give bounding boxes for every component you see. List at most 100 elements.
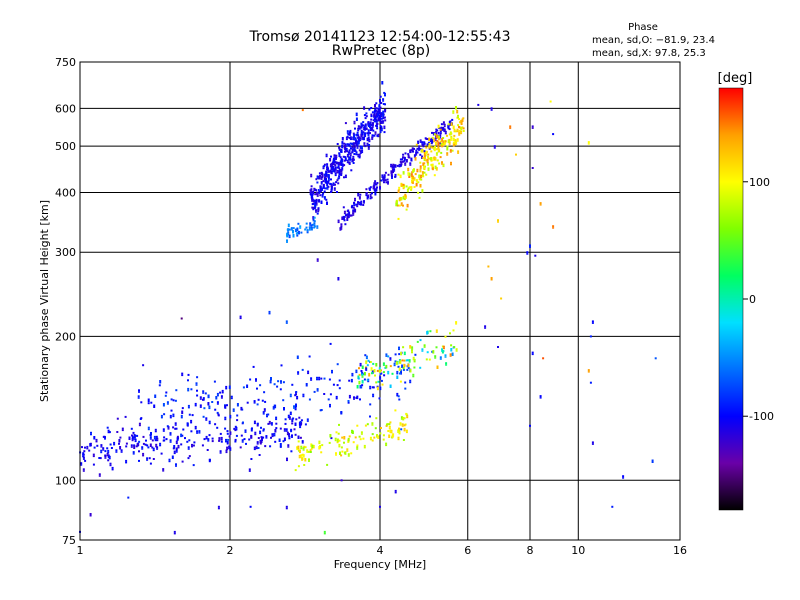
data-point xyxy=(317,210,320,213)
data-point xyxy=(353,146,356,149)
data-point xyxy=(225,438,227,441)
data-point xyxy=(142,442,145,445)
data-point xyxy=(106,447,109,450)
data-point xyxy=(315,211,317,213)
data-point xyxy=(379,129,382,132)
data-point xyxy=(116,431,119,433)
data-point xyxy=(391,165,394,167)
data-point xyxy=(220,436,223,439)
data-point xyxy=(445,362,448,365)
data-point xyxy=(429,330,432,333)
data-point xyxy=(415,149,418,152)
data-point xyxy=(435,134,438,137)
data-point xyxy=(373,184,376,186)
data-point xyxy=(121,429,124,432)
data-point xyxy=(452,112,455,114)
data-point xyxy=(340,411,343,413)
data-point xyxy=(367,132,370,135)
data-point xyxy=(282,381,285,384)
data-point xyxy=(224,407,227,409)
data-point xyxy=(208,460,211,463)
data-point xyxy=(315,209,317,212)
data-point xyxy=(497,219,499,222)
data-point xyxy=(309,222,312,225)
data-point xyxy=(449,332,451,335)
data-point xyxy=(266,415,268,418)
data-point xyxy=(338,163,341,166)
data-point xyxy=(211,401,214,403)
data-point xyxy=(383,125,386,128)
data-point xyxy=(354,127,356,130)
data-point xyxy=(397,431,400,433)
data-point xyxy=(423,141,426,144)
data-point xyxy=(429,138,432,141)
data-point xyxy=(363,374,366,376)
data-point xyxy=(259,432,262,435)
data-point xyxy=(338,443,341,446)
data-point xyxy=(400,371,402,374)
data-point xyxy=(352,212,355,215)
data-point xyxy=(367,146,370,149)
data-point xyxy=(400,428,403,431)
data-point xyxy=(203,407,206,410)
data-point xyxy=(423,143,426,145)
data-point xyxy=(357,136,360,139)
data-point xyxy=(357,129,360,132)
data-point xyxy=(376,186,378,189)
data-point xyxy=(448,143,451,145)
data-point xyxy=(340,226,343,229)
data-point xyxy=(403,424,406,427)
data-point xyxy=(371,422,374,425)
data-point xyxy=(294,230,297,233)
data-point xyxy=(327,180,330,183)
data-point xyxy=(339,451,341,454)
data-point xyxy=(328,378,331,381)
data-point xyxy=(373,110,376,113)
data-point xyxy=(150,432,152,434)
data-point xyxy=(419,161,422,164)
data-point xyxy=(399,158,402,161)
data-point xyxy=(295,391,298,393)
data-point xyxy=(409,381,412,384)
data-point xyxy=(423,150,426,153)
data-point xyxy=(266,413,268,416)
data-point xyxy=(346,145,349,147)
data-point xyxy=(258,454,261,456)
data-point xyxy=(199,396,202,399)
data-point xyxy=(361,373,364,376)
data-point xyxy=(355,140,357,143)
data-point xyxy=(175,451,178,453)
data-point xyxy=(358,153,361,156)
data-point xyxy=(363,108,366,110)
data-point xyxy=(84,446,86,449)
data-point xyxy=(193,441,196,444)
data-point xyxy=(452,125,455,128)
data-point xyxy=(447,125,450,128)
data-point xyxy=(230,395,233,398)
data-point xyxy=(423,157,426,159)
data-point xyxy=(283,430,286,432)
data-point xyxy=(346,153,349,156)
data-point xyxy=(348,136,351,139)
data-point xyxy=(382,364,385,366)
data-point xyxy=(398,369,401,371)
data-point xyxy=(173,452,176,455)
data-point xyxy=(316,376,318,379)
data-point xyxy=(394,360,397,363)
data-point xyxy=(403,351,406,354)
data-point xyxy=(81,446,83,449)
data-point xyxy=(82,456,85,459)
data-point xyxy=(225,451,228,454)
data-point xyxy=(435,132,438,135)
data-point xyxy=(398,367,401,370)
data-point xyxy=(399,174,402,177)
data-point xyxy=(426,331,429,334)
data-point xyxy=(312,191,315,193)
data-point xyxy=(407,172,410,175)
data-point xyxy=(457,150,460,153)
data-point xyxy=(350,169,353,172)
data-point xyxy=(360,135,363,137)
data-point xyxy=(438,138,440,141)
data-point xyxy=(362,138,365,141)
